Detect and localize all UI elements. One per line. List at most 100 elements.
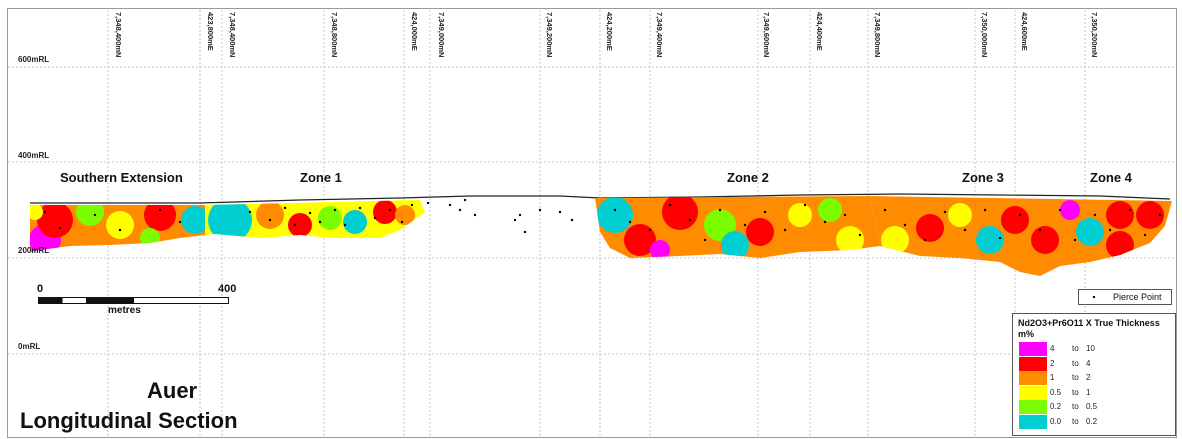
pierce-point <box>1058 208 1062 212</box>
coord-label: 424,000mE <box>410 12 419 51</box>
pierce-point <box>58 226 62 230</box>
pierce-point <box>1093 213 1097 217</box>
coord-label: 7,349,000mN <box>437 12 446 58</box>
pierce-point <box>448 203 452 207</box>
grade-legend-from: 4 <box>1050 344 1055 353</box>
scale-bar-end: 400 <box>218 283 237 295</box>
grade-body-zone-1 <box>205 200 425 238</box>
pierce-point <box>118 228 122 232</box>
pierce-point <box>648 228 652 232</box>
grade-body-southern-extension <box>30 205 205 252</box>
pierce-points <box>43 198 1162 242</box>
grade-legend-to: 2 <box>1086 373 1091 382</box>
coord-label: 7,349,200mN <box>545 12 554 58</box>
pierce-point <box>1073 238 1077 242</box>
grade-legend-from: 1 <box>1050 373 1055 382</box>
pierce-point <box>943 210 947 214</box>
pierce-point <box>803 203 807 207</box>
pierce-point <box>333 208 337 212</box>
grade-legend-unit: m% <box>1018 329 1035 339</box>
rl-label-600: 600mRL <box>18 55 50 64</box>
pierce-point <box>718 208 722 212</box>
pierce-point <box>518 213 522 217</box>
grade-legend-title: Nd2O3+Pr6O11 X True Thickness <box>1018 318 1160 328</box>
pierce-point <box>318 220 322 224</box>
grade-legend-swatch <box>1019 400 1047 414</box>
zone-label-zone-3: Zone 3 <box>962 170 1004 185</box>
pierce-point <box>1128 208 1132 212</box>
pierce-point <box>400 220 404 224</box>
pierce-point <box>983 208 987 212</box>
pierce-point <box>343 223 347 227</box>
pierce-point <box>883 208 887 212</box>
pierce-point <box>570 218 574 222</box>
pierce-point <box>1108 228 1112 232</box>
pierce-point <box>513 218 517 222</box>
pierce-point <box>93 213 97 217</box>
pierce-point <box>178 220 182 224</box>
pierce-point <box>668 203 672 207</box>
coord-label: 424,200mE <box>605 12 614 51</box>
grade-legend-range: 2 to 4 <box>1050 359 1090 368</box>
pierce-point <box>703 238 707 242</box>
grade-legend-from: 2 <box>1050 358 1055 368</box>
grade-legend-from: 0.0 <box>1050 416 1062 426</box>
grade-legend-range: 0.2 to 0.5 <box>1050 402 1097 411</box>
pierce-point <box>628 220 632 224</box>
coord-label: 7,348,400mN <box>114 12 123 58</box>
figure-title-line1: Auer <box>147 378 198 403</box>
pierce-point <box>268 218 272 222</box>
pierce-point <box>1018 213 1022 217</box>
pierce-point <box>43 210 47 214</box>
grade-legend-to: 4 <box>1086 358 1091 368</box>
pierce-point <box>283 206 287 210</box>
figure-title-line2: Longitudinal Section <box>20 408 238 433</box>
grade-legend-to-word: to <box>1072 416 1079 426</box>
grade-legend-to: 0.5 <box>1086 402 1098 411</box>
grade-legend-to: 10 <box>1086 344 1095 353</box>
pierce-point <box>358 206 362 210</box>
figure-frame <box>7 8 1177 438</box>
coord-label: 424,600mE <box>1020 12 1029 51</box>
coord-label: 7,350,000mN <box>980 12 989 58</box>
grade-legend-to: 0.2 <box>1086 416 1098 426</box>
coord-label: 424,400mE <box>815 12 824 51</box>
pierce-point <box>410 203 414 207</box>
pierce-point <box>523 230 527 234</box>
pierce-point <box>1158 213 1162 217</box>
pierce-point <box>783 228 787 232</box>
pierce-point <box>373 216 377 220</box>
grade-legend-to-word: to <box>1072 344 1079 353</box>
pierce-point <box>858 233 862 237</box>
pierce-point <box>458 208 462 212</box>
coord-label: 7,350,200mN <box>1090 12 1099 58</box>
pierce-point <box>473 213 477 217</box>
grade-legend-swatch <box>1019 371 1047 385</box>
pierce-point-symbol <box>1093 296 1095 298</box>
grade-legend-to-word: to <box>1072 373 1079 382</box>
pierce-point <box>688 218 692 222</box>
grade-legend-swatch <box>1019 356 1047 371</box>
coord-label: 7,349,600mN <box>762 12 771 58</box>
grade-legend-to-word: to <box>1072 402 1079 411</box>
pierce-point <box>843 213 847 217</box>
grade-legend: Nd2O3+Pr6O11 X True Thickness m% 4 to 10 2 t… <box>1012 313 1176 436</box>
pierce-point <box>248 210 252 214</box>
grade-legend-to-word: to <box>1072 387 1079 397</box>
grade-legend-range: 1 to 2 <box>1050 373 1090 382</box>
zone-label-southern-extension: Southern Extension <box>60 170 183 185</box>
pierce-point <box>763 210 767 214</box>
rl-label-0: 0mRL <box>18 342 41 351</box>
pierce-point <box>388 208 392 212</box>
pierce-point <box>1143 233 1147 237</box>
pierce-point <box>903 223 907 227</box>
grade-legend-swatch <box>1019 342 1047 356</box>
grade-legend-swatch <box>1019 385 1047 400</box>
grade-legend-from: 0.2 <box>1050 402 1062 411</box>
coord-label: 7,349,800mN <box>873 12 882 58</box>
grade-body-zone-3-4 <box>870 196 1172 276</box>
pierce-point-legend: Pierce Point <box>1078 289 1172 305</box>
pierce-point <box>558 210 562 214</box>
